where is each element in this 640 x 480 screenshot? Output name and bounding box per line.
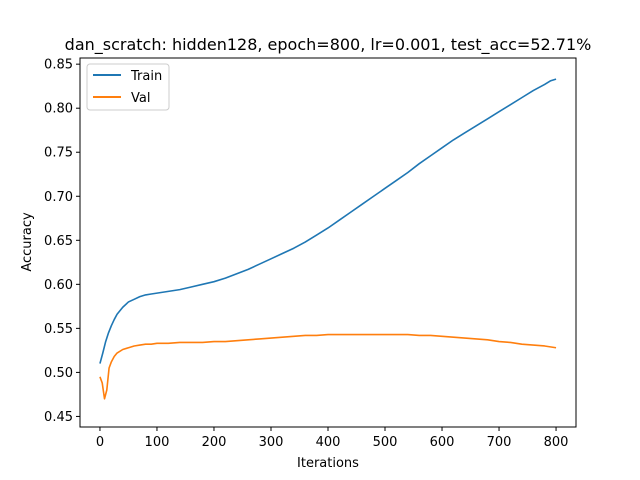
y-tick-label: 0.55 (44, 322, 73, 337)
x-axis: 0 100 200 300 400 500 600 700 800 (96, 427, 569, 450)
x-axis-label: Iterations (297, 456, 359, 471)
x-tick-label: 300 (259, 435, 284, 450)
x-tick-label: 0 (96, 435, 104, 450)
plot-area (99, 78, 557, 400)
x-tick-label: 600 (430, 435, 455, 450)
legend-label-val: Val (131, 91, 150, 106)
x-tick-label: 500 (373, 435, 398, 450)
legend-label-train: Train (130, 69, 162, 84)
y-axis-label: Accuracy (20, 212, 35, 272)
x-tick-label: 100 (145, 435, 170, 450)
plot-frame (79, 57, 577, 428)
x-tick-label: 700 (487, 435, 512, 450)
x-tick-label: 400 (316, 435, 341, 450)
y-tick-label: 0.70 (44, 190, 73, 205)
y-tick-label: 0.80 (44, 102, 73, 117)
legend: Train Val (86, 63, 170, 111)
series-line-val (99, 333, 557, 400)
y-tick-label: 0.45 (44, 410, 73, 425)
y-tick-label: 0.85 (44, 58, 73, 73)
chart-title: dan_scratch: hidden128, epoch=800, lr=0.… (65, 35, 592, 55)
y-tick-label: 0.65 (44, 234, 73, 249)
y-tick-label: 0.50 (44, 366, 73, 381)
y-tick-label: 0.75 (44, 146, 73, 161)
y-axis: 0.45 0.50 0.55 0.60 0.65 0.70 0.75 0.80 0.85 (44, 58, 80, 425)
series-line-train (99, 78, 557, 364)
x-tick-label: 800 (544, 435, 569, 450)
x-tick-label: 200 (202, 435, 227, 450)
y-tick-label: 0.60 (44, 278, 73, 293)
